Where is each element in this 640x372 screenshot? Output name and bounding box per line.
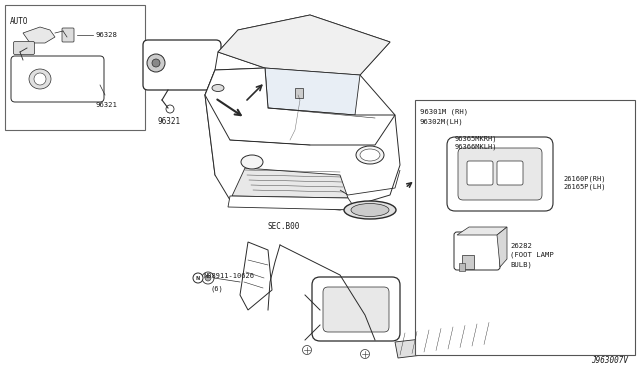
Polygon shape (205, 68, 395, 145)
Polygon shape (218, 15, 390, 75)
Text: 96328: 96328 (95, 32, 117, 38)
Circle shape (360, 350, 369, 359)
Polygon shape (497, 227, 507, 267)
Circle shape (166, 105, 174, 113)
Ellipse shape (344, 201, 396, 219)
Bar (459, 263, 465, 271)
Text: 96301M (RH): 96301M (RH) (420, 108, 468, 115)
Circle shape (303, 346, 312, 355)
Ellipse shape (360, 149, 380, 161)
Circle shape (205, 275, 211, 281)
Text: 96365MKRH): 96365MKRH) (455, 135, 497, 141)
Text: (FOOT LAMP: (FOOT LAMP (510, 252, 554, 259)
Text: 96321: 96321 (158, 117, 181, 126)
Ellipse shape (241, 155, 263, 169)
Polygon shape (205, 52, 265, 195)
Bar (5, 5, 145, 130)
Polygon shape (205, 68, 400, 210)
Bar (462, 255, 474, 269)
Ellipse shape (212, 84, 224, 92)
Circle shape (34, 73, 46, 85)
Circle shape (193, 273, 203, 283)
Text: (6): (6) (210, 285, 223, 292)
Text: 96366MKLH): 96366MKLH) (455, 143, 497, 150)
Circle shape (152, 59, 160, 67)
Polygon shape (232, 168, 348, 198)
Text: 26160P(RH): 26160P(RH) (563, 175, 605, 182)
Text: 96302M(LH): 96302M(LH) (420, 118, 464, 125)
FancyBboxPatch shape (13, 42, 35, 55)
Text: BULB): BULB) (510, 261, 532, 267)
FancyBboxPatch shape (447, 137, 553, 211)
Ellipse shape (356, 146, 384, 164)
Text: 26165P(LH): 26165P(LH) (563, 183, 605, 189)
Text: N08911-10626: N08911-10626 (204, 273, 255, 279)
FancyBboxPatch shape (143, 40, 221, 90)
FancyBboxPatch shape (467, 161, 493, 185)
Polygon shape (23, 27, 55, 43)
Polygon shape (457, 227, 507, 235)
Bar (415, 100, 635, 355)
FancyBboxPatch shape (323, 287, 389, 332)
Text: J963007V: J963007V (591, 356, 628, 365)
Polygon shape (228, 196, 356, 210)
Circle shape (202, 272, 214, 284)
FancyBboxPatch shape (458, 148, 542, 200)
Ellipse shape (351, 203, 389, 217)
Polygon shape (218, 15, 390, 75)
Polygon shape (240, 242, 272, 310)
FancyBboxPatch shape (312, 277, 400, 341)
Text: N: N (196, 276, 200, 280)
Text: AUTO: AUTO (10, 17, 29, 26)
FancyBboxPatch shape (497, 161, 523, 185)
Text: SEC.B00: SEC.B00 (268, 222, 300, 231)
Text: 96321: 96321 (95, 102, 117, 108)
Circle shape (147, 54, 165, 72)
FancyBboxPatch shape (11, 56, 104, 102)
Text: 26282: 26282 (510, 243, 532, 249)
Bar (295, 88, 303, 98)
Ellipse shape (29, 69, 51, 89)
Polygon shape (395, 330, 505, 358)
FancyBboxPatch shape (62, 28, 74, 42)
Polygon shape (265, 68, 360, 115)
FancyBboxPatch shape (454, 232, 500, 270)
